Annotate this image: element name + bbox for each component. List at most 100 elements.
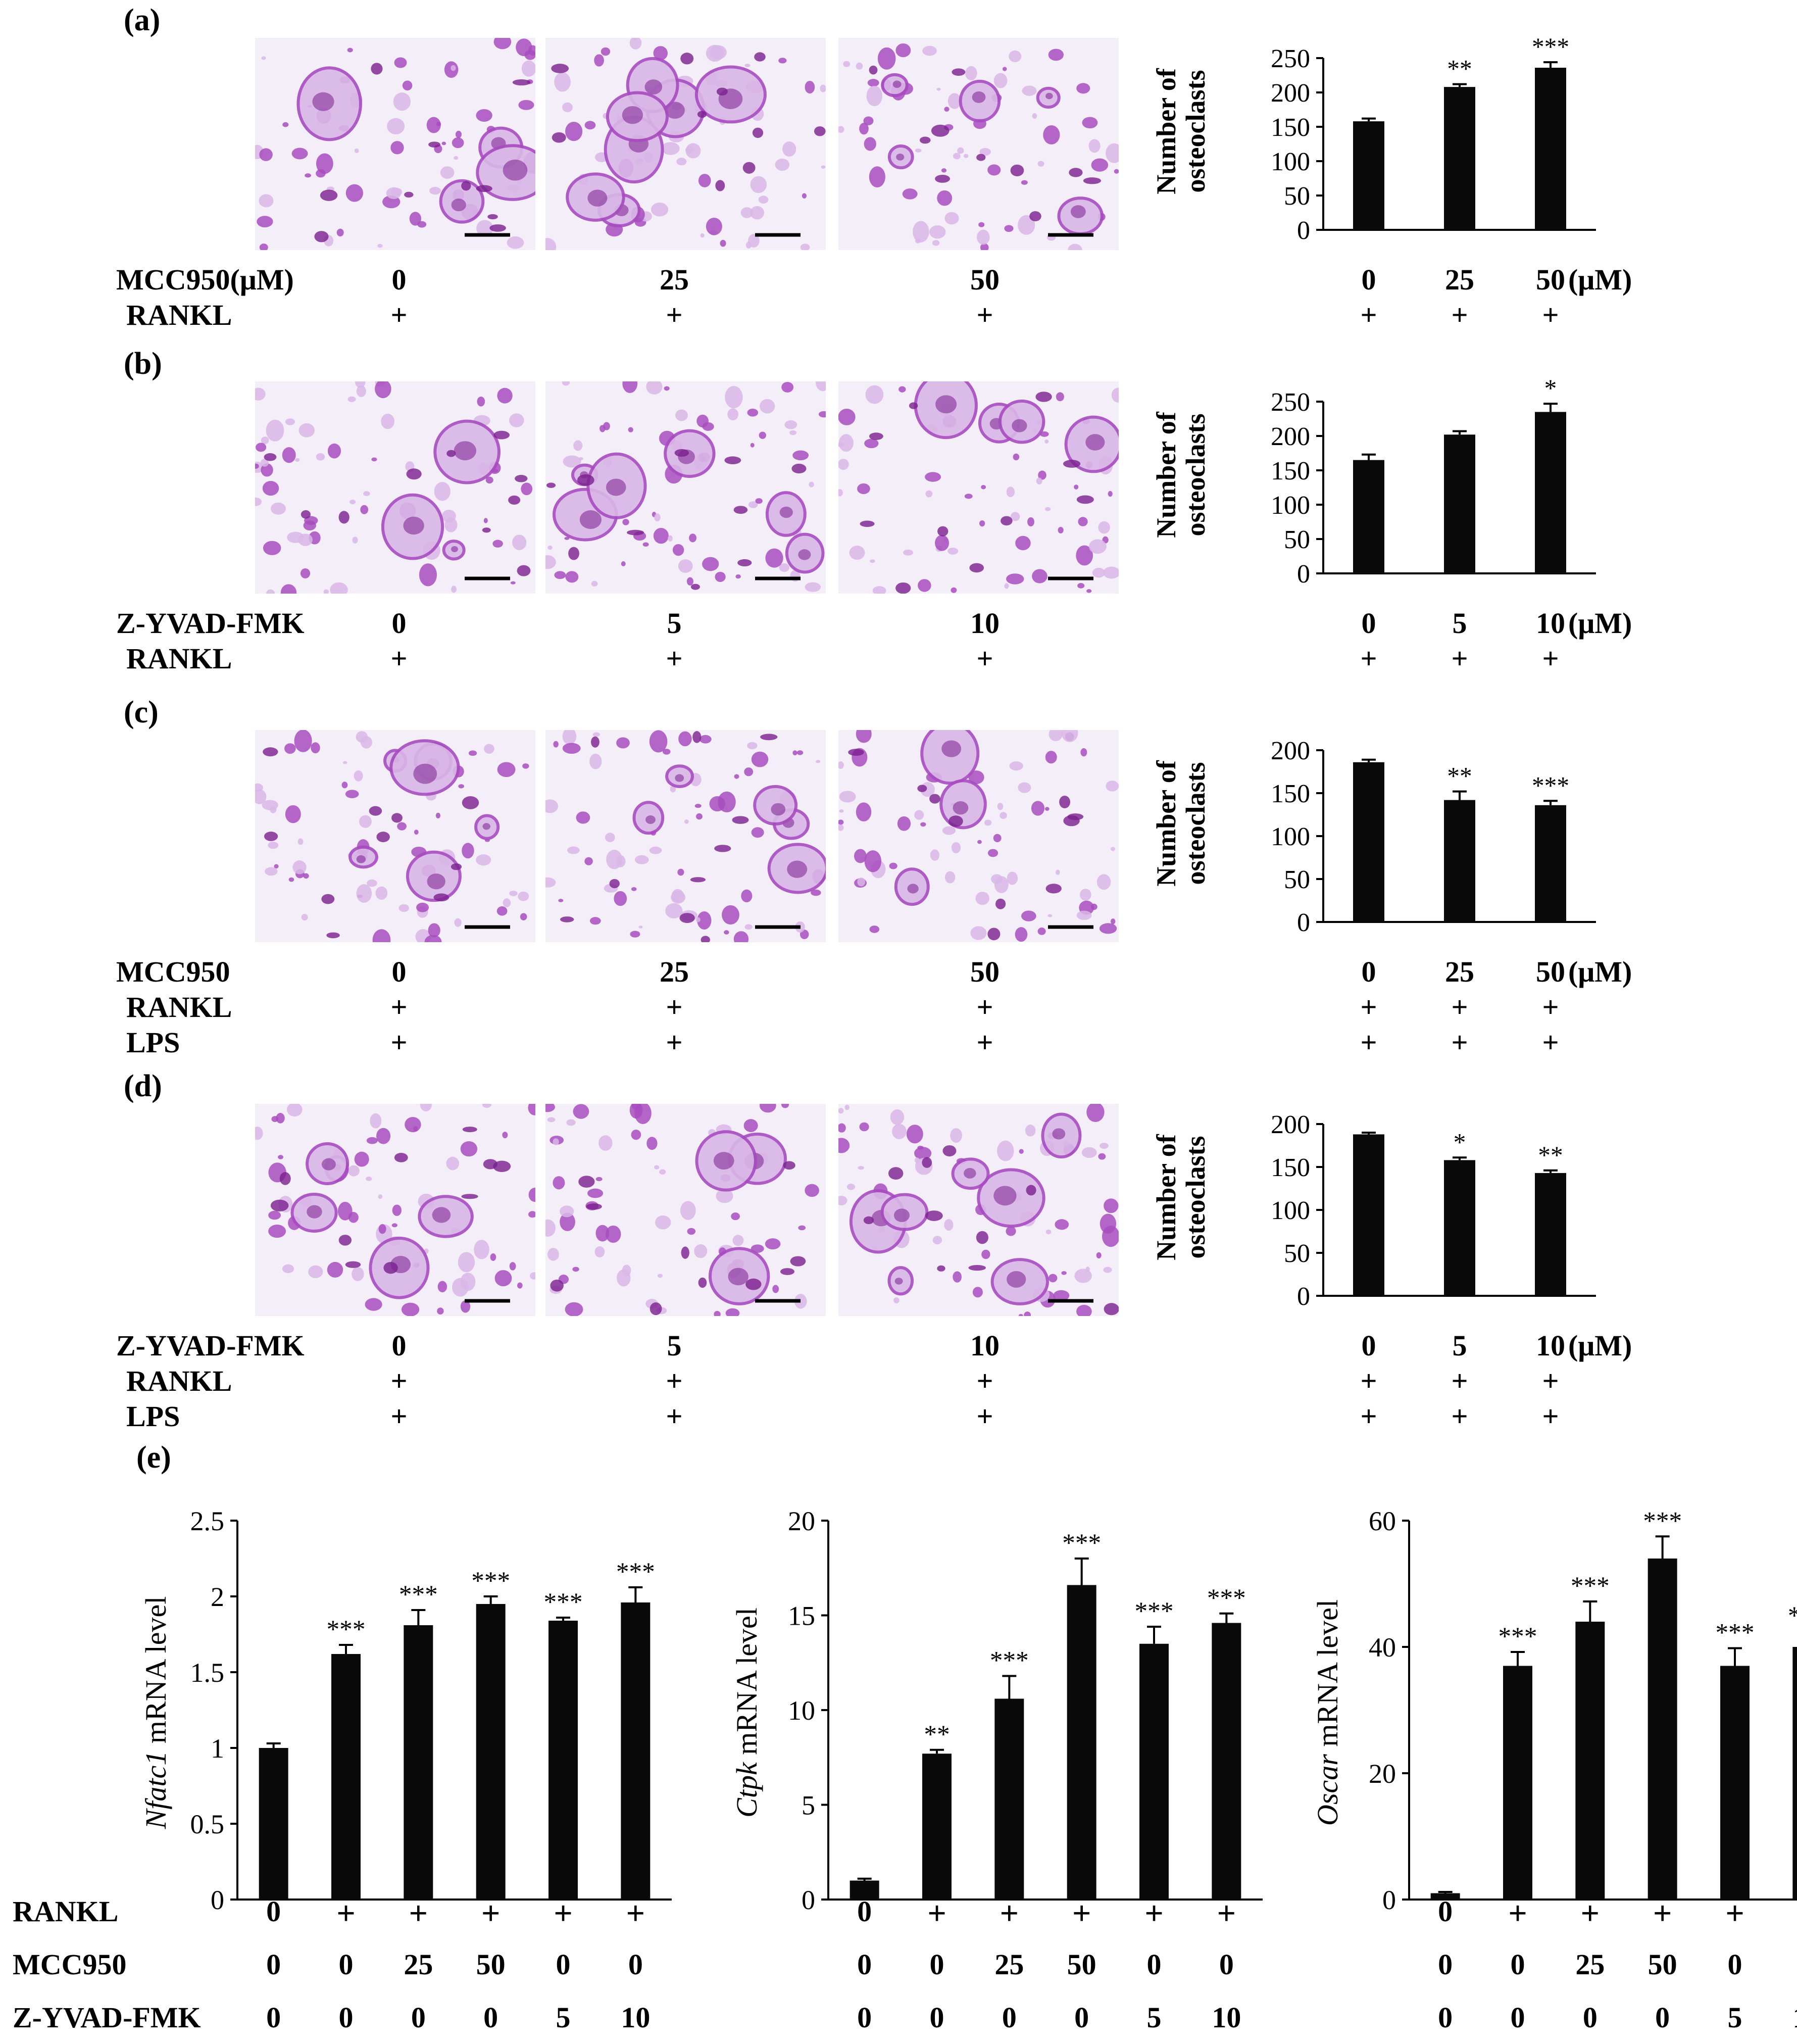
significance-label: *** [471,1567,510,1595]
y-tick-label: 1 [211,1733,224,1764]
cell-mark [733,506,748,514]
treatment-name: MCC950 [116,955,230,988]
cell-mark [957,147,964,154]
treatment-value: 5 [667,607,682,640]
cell-mark [748,501,758,508]
y-tick-label: 2 [211,1582,224,1612]
cell-mark [492,540,503,548]
cell-mark [342,761,347,764]
cell-mark [261,436,269,445]
bar [1720,1666,1750,1900]
cell-mark [508,495,521,505]
y-tick-label: 50 [1284,865,1310,894]
cell-mark [338,511,350,524]
cell-mark [354,148,359,154]
cell-mark [920,822,926,827]
y-axis-label: Nfatc1 mRNA level [139,1511,174,1915]
cell-mark [428,141,440,148]
treatment-value: 0 [391,1329,407,1362]
cell-mark [360,505,369,514]
cell-mark [390,141,404,155]
cell-mark [1086,1104,1105,1122]
cell-mark [743,1119,758,1132]
cell-mark [350,500,356,505]
cell-mark [383,1262,398,1274]
cell-mark [1021,910,1036,921]
cell-mark [919,136,931,144]
nucleus-mark [321,1158,336,1171]
cell-mark [1037,928,1046,935]
cell-mark [577,474,594,486]
cell-mark [1059,795,1071,808]
cell-mark [517,565,531,576]
cell-mark [496,906,508,916]
bar [1444,1160,1475,1296]
cell-mark [781,1104,789,1108]
cell-mark [509,1262,516,1271]
mrna-level-chart: 0 0.5 1 1.5 2 2.5 *** *** *** *** *** Nfatc1 mRNA l… [131,1485,687,1940]
cell-mark [621,561,626,567]
cell-mark [587,1188,604,1198]
cell-mark [420,1104,432,1111]
cell-mark [1048,1274,1058,1283]
cell-mark [376,1128,391,1144]
cell-mark [584,857,593,865]
cell-mark [1104,1303,1119,1316]
treatment-value: 0 [857,1948,872,1981]
treatment-value: + [1542,642,1559,675]
cell-mark [863,1216,874,1225]
cell-mark [1044,439,1049,444]
cell-mark [1074,1269,1092,1283]
cell-mark [1018,1313,1023,1316]
nucleus-mark [779,506,793,518]
treatment-value: + [976,299,993,331]
bar [1430,1893,1460,1900]
cell-mark [477,396,485,407]
cell-mark [268,842,279,849]
cell-mark [493,430,510,440]
cell-mark [363,491,370,497]
cell-mark [925,472,941,482]
cell-mark [1006,1226,1016,1236]
significance-label: *** [1532,771,1569,799]
cell-mark [1076,545,1093,566]
cell-mark [521,60,535,77]
cell-mark [930,849,939,861]
cell-mark [937,526,949,537]
cell-mark [502,1132,508,1139]
cell-mark [605,833,615,842]
x-tick-label: 0 [1361,955,1376,988]
treatment-value: + [1653,1895,1672,1932]
cell-mark [931,124,950,137]
y-tick-label: 0 [1297,216,1310,242]
cell-mark [474,1240,489,1259]
cell-mark [677,868,684,876]
treatment-value: + [1360,299,1377,331]
treatment-value: 5 [1727,2001,1742,2034]
cell-mark [863,116,874,126]
cell-mark [737,559,752,567]
cell-mark [662,749,671,755]
treatment-value: 0 [338,2001,354,2034]
cell-mark [348,1211,359,1223]
cell-mark [1076,910,1092,920]
cell-mark [1009,50,1022,63]
cell-mark [552,132,566,143]
cell-mark [869,65,878,75]
cell-mark [547,545,553,550]
cell-mark [256,443,267,452]
nucleus-mark [413,763,437,784]
y-tick-label: 15 [788,1600,815,1631]
micrograph [545,38,826,250]
nucleus-mark [892,80,902,88]
cell-mark [440,166,455,179]
cell-mark [889,862,897,869]
cell-mark [1092,567,1105,578]
cell-mark [780,1268,795,1275]
cell-mark [528,1211,535,1218]
cell-mark [515,475,528,482]
nucleus-mark [896,154,905,161]
cell-mark [259,194,274,208]
treatment-value: + [1217,1895,1236,1932]
treatment-value: + [1451,1400,1468,1433]
